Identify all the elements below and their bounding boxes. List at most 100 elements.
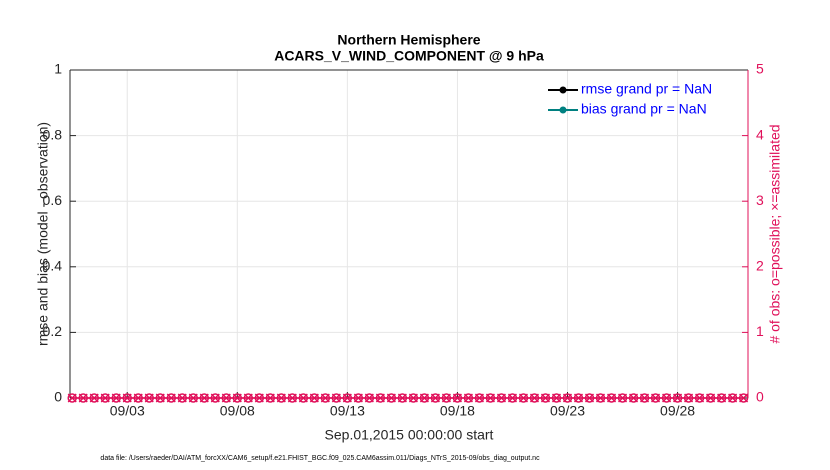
point <box>551 393 562 403</box>
point <box>243 393 253 403</box>
y-tick-label: 1 <box>54 61 62 77</box>
point <box>265 393 275 403</box>
point <box>342 393 352 403</box>
point-stroke <box>100 393 110 403</box>
y2-tick-label: 5 <box>756 61 764 77</box>
point-stroke <box>573 393 584 403</box>
legend-label: rmse grand pr = NaN <box>581 81 712 97</box>
point-stroke <box>673 393 683 403</box>
x-tick-label: 09/18 <box>440 403 475 419</box>
point <box>386 393 396 403</box>
point-stroke <box>309 393 319 403</box>
y2-tick-label: 0 <box>756 389 764 405</box>
point <box>122 393 132 403</box>
point <box>133 393 143 403</box>
point-stroke <box>199 393 209 403</box>
point-stroke <box>463 393 473 403</box>
point-stroke <box>684 393 694 403</box>
point-stroke <box>485 393 495 403</box>
x-tick-label: 09/23 <box>550 403 585 419</box>
y2-tick-label: 1 <box>756 323 764 339</box>
point-stroke <box>430 393 440 403</box>
y2-tick-label: 4 <box>756 126 764 142</box>
point <box>684 393 694 403</box>
point-stroke <box>342 393 352 403</box>
point <box>441 393 451 403</box>
point <box>210 393 220 403</box>
point <box>430 393 440 403</box>
point <box>728 393 738 403</box>
point-stroke <box>276 393 286 403</box>
point-stroke <box>89 393 99 403</box>
point-stroke <box>133 393 143 403</box>
x-tick-label: 09/08 <box>220 403 255 419</box>
point <box>419 393 429 403</box>
point <box>78 393 88 403</box>
point-stroke <box>529 393 540 403</box>
point-stroke <box>739 393 749 403</box>
point-stroke <box>397 393 407 403</box>
point <box>507 393 517 403</box>
point <box>276 393 286 403</box>
point-stroke <box>177 393 187 403</box>
legend-marker <box>559 86 567 94</box>
point-stroke <box>265 393 275 403</box>
point-stroke <box>287 393 297 403</box>
point <box>254 393 264 403</box>
point <box>166 393 176 403</box>
point-stroke <box>562 393 573 403</box>
point <box>474 393 484 403</box>
point <box>739 393 749 403</box>
y-tick-label: 0.6 <box>43 192 63 208</box>
y2-tick-label: 2 <box>756 258 764 274</box>
point <box>408 393 418 403</box>
y2-tick-label: 3 <box>756 192 764 208</box>
point <box>199 393 209 403</box>
point-stroke <box>188 393 198 403</box>
chart-title: Northern Hemisphere <box>337 32 480 48</box>
y-tick-label: 0 <box>54 389 62 405</box>
point-stroke <box>243 393 253 403</box>
point-stroke <box>584 393 595 403</box>
y-axis-label: rmse and bias (model - observation) <box>35 122 51 346</box>
legend-label: bias grand pr = NaN <box>581 101 707 117</box>
point <box>232 393 242 403</box>
point <box>221 393 231 403</box>
point <box>188 393 198 403</box>
point-stroke <box>221 393 231 403</box>
point <box>640 393 650 403</box>
point-stroke <box>717 393 727 403</box>
point <box>562 393 573 403</box>
point-stroke <box>496 393 506 403</box>
point <box>595 393 606 403</box>
point <box>100 393 110 403</box>
y-tick-label: 0.8 <box>43 126 63 142</box>
point-stroke <box>441 393 451 403</box>
point <box>518 393 528 403</box>
point <box>573 393 584 403</box>
y-tick-label: 0.4 <box>43 258 63 274</box>
point <box>651 393 661 403</box>
point-stroke <box>375 393 385 403</box>
point-stroke <box>78 393 88 403</box>
legend-marker <box>559 106 567 114</box>
point <box>695 393 705 403</box>
point <box>155 393 165 403</box>
x-tick-label: 09/13 <box>330 403 365 419</box>
point <box>67 393 77 403</box>
point-stroke <box>662 393 672 403</box>
point-stroke <box>364 393 374 403</box>
point <box>364 393 374 403</box>
point <box>485 393 495 403</box>
point-stroke <box>144 393 154 403</box>
point-stroke <box>540 393 551 403</box>
point <box>298 393 308 403</box>
point <box>717 393 727 403</box>
point-stroke <box>640 393 650 403</box>
point-stroke <box>474 393 484 403</box>
point <box>463 393 473 403</box>
point-stroke <box>320 393 330 403</box>
point <box>617 393 628 403</box>
